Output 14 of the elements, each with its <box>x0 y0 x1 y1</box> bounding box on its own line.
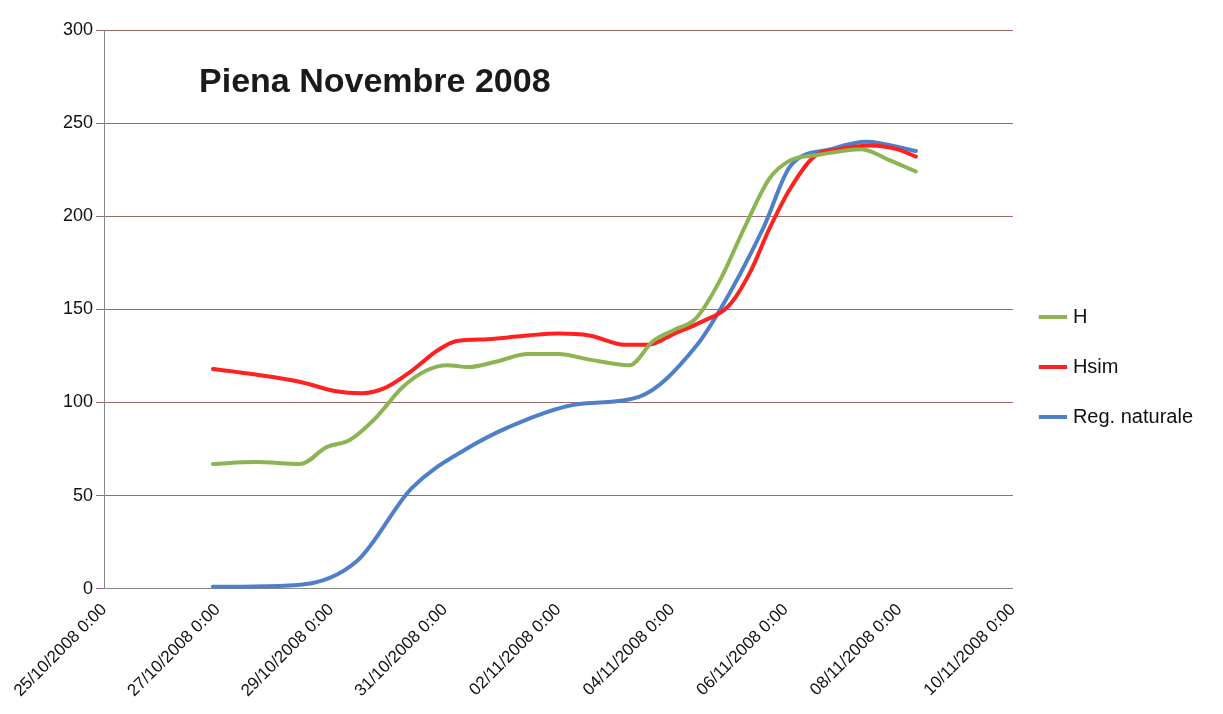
y-tick-label: 50 <box>73 484 94 505</box>
line-series <box>210 139 918 589</box>
y-tick-label: 0 <box>83 577 94 598</box>
text: Piena Novembre 2008 <box>199 61 551 100</box>
line-series <box>210 147 918 466</box>
y-tick-label: 300 <box>62 18 94 39</box>
y-tick-label: 100 <box>62 391 94 412</box>
y-tick-label: 200 <box>62 205 94 226</box>
legend-label: Hsim <box>1072 354 1119 377</box>
legend-label: Reg. naturale <box>1072 404 1193 427</box>
y-tick-label: 150 <box>62 298 94 319</box>
line-series <box>210 143 918 396</box>
y-tick-label: 250 <box>62 112 94 133</box>
legend-label: H <box>1072 304 1088 327</box>
